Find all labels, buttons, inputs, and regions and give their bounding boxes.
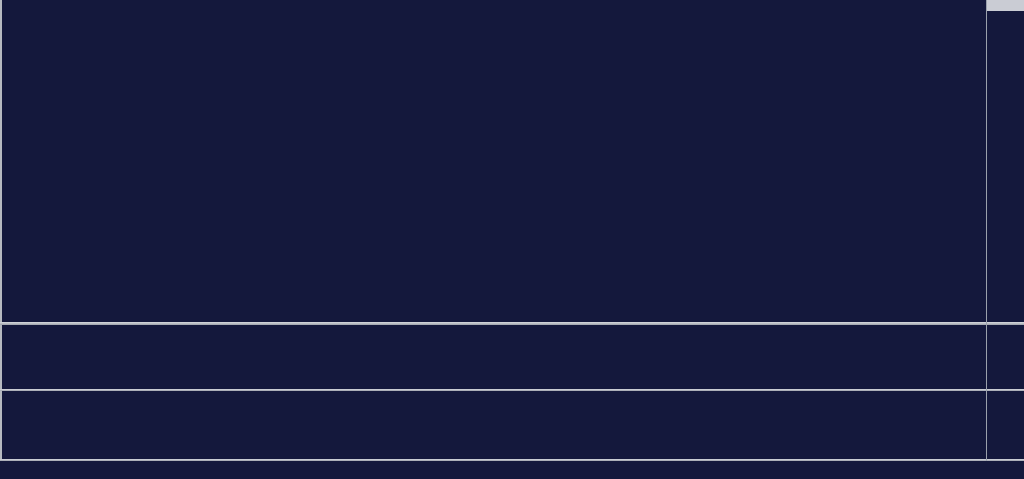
price-axis[interactable] xyxy=(986,0,1024,461)
main-chart-panel[interactable] xyxy=(0,0,986,322)
chart-title xyxy=(6,3,9,13)
panel-separator-rsi[interactable] xyxy=(0,322,1024,325)
macd-panel[interactable] xyxy=(0,391,986,459)
panel-separator-bottom[interactable] xyxy=(0,459,1024,461)
rsi-svg xyxy=(0,325,986,389)
window-border-left xyxy=(0,0,2,479)
axis-separator-line xyxy=(986,0,987,461)
current-price-box xyxy=(987,0,1024,11)
main-chart-svg xyxy=(0,0,986,322)
panel-separator-macd[interactable] xyxy=(0,389,1024,391)
time-axis[interactable] xyxy=(0,461,1024,479)
macd-svg xyxy=(0,391,986,459)
rsi-panel[interactable] xyxy=(0,325,986,389)
